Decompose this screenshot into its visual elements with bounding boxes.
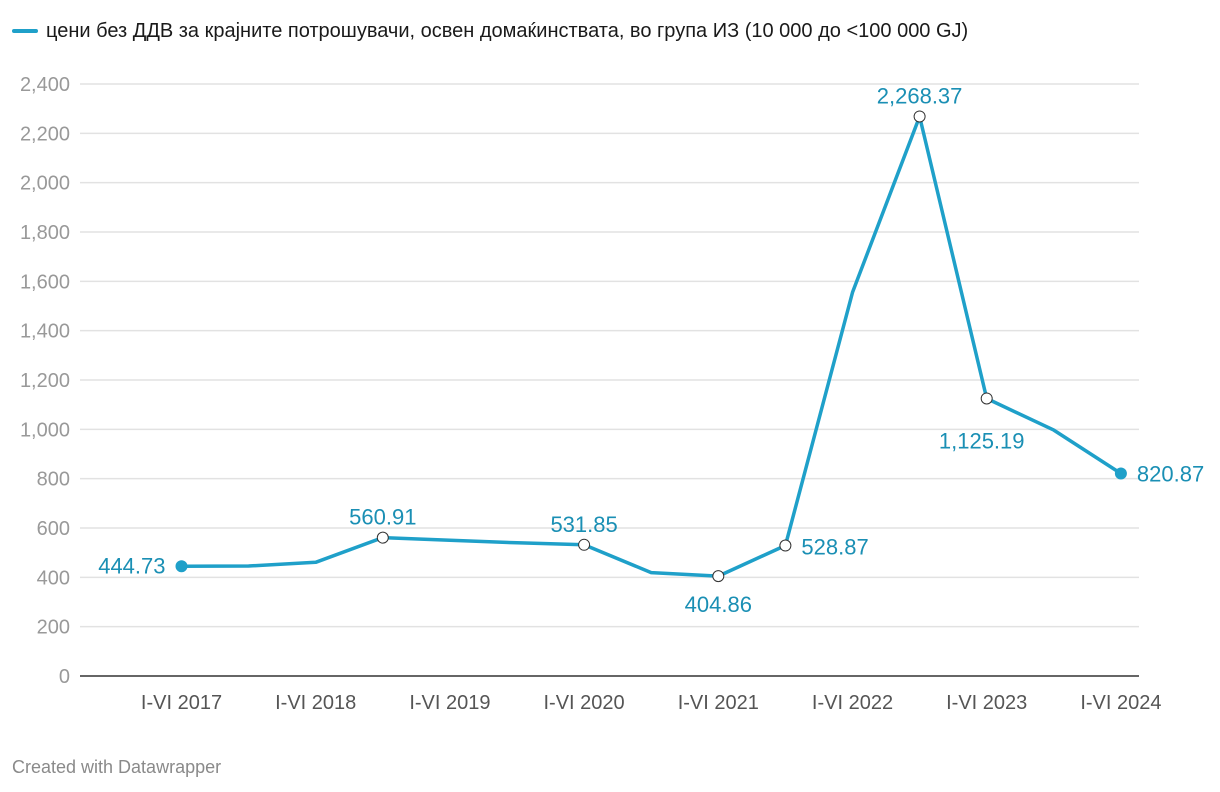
point-marker <box>712 570 725 583</box>
y-tick-label: 0 <box>59 666 70 688</box>
y-tick-label: 2,200 <box>20 123 70 145</box>
legend-swatch <box>12 29 38 33</box>
point-marker <box>779 539 792 552</box>
y-tick-label: 800 <box>37 469 70 491</box>
y-tick-label: 1,600 <box>20 271 70 293</box>
point-marker <box>913 110 926 123</box>
x-tick-label: I-VI 2024 <box>1080 692 1161 714</box>
x-tick-label: I-VI 2022 <box>812 692 893 714</box>
data-label: 560.91 <box>349 505 416 530</box>
point-marker <box>578 538 591 551</box>
y-tick-label: 1,000 <box>20 419 70 441</box>
data-label: 531.85 <box>550 512 617 537</box>
legend: цени без ДДВ за крајните потрошувачи, ос… <box>12 16 968 46</box>
x-tick-label: I-VI 2017 <box>141 692 222 714</box>
y-tick-label: 200 <box>37 617 70 639</box>
point-marker <box>1114 467 1127 480</box>
x-tick-label: I-VI 2018 <box>275 692 356 714</box>
data-label: 820.87 <box>1137 462 1204 487</box>
point-marker <box>376 531 389 544</box>
y-tick-label: 600 <box>37 518 70 540</box>
y-tick-label: 1,400 <box>20 321 70 343</box>
y-tick-label: 2,000 <box>20 173 70 195</box>
y-tick-label: 2,400 <box>20 74 70 96</box>
series-line <box>179 114 1123 578</box>
legend-label: цени без ДДВ за крајните потрошувачи, ос… <box>46 19 969 42</box>
point-marker <box>980 392 993 405</box>
x-tick-label: I-VI 2019 <box>409 692 490 714</box>
x-tick-label: I-VI 2023 <box>946 692 1027 714</box>
data-label: 444.73 <box>98 553 165 578</box>
y-tick-label: 400 <box>37 567 70 589</box>
data-label: 528.87 <box>801 535 868 560</box>
x-tick-label: I-VI 2020 <box>544 692 625 714</box>
point-marker <box>175 560 188 573</box>
y-tick-label: 1,800 <box>20 222 70 244</box>
y-tick-label: 1,200 <box>20 370 70 392</box>
data-label: 404.86 <box>685 592 752 617</box>
footer-credit: Created with Datawrapper <box>12 757 222 777</box>
data-label: 2,268.37 <box>877 83 963 108</box>
data-label: 1,125.19 <box>939 428 1025 453</box>
x-tick-label: I-VI 2021 <box>678 692 759 714</box>
